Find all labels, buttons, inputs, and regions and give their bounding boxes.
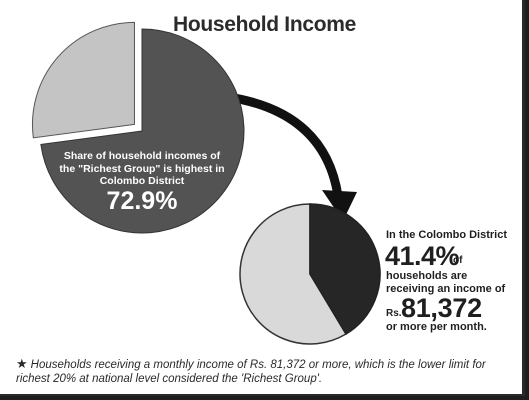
pie2-value-suffix: of (453, 255, 463, 266)
pie2-caption-line4: or more per month. (386, 321, 487, 333)
connector-arrow-head (322, 190, 357, 221)
pie1-slice-richest (40, 28, 245, 234)
pie2-caption-line3: receiving an income of (386, 283, 506, 295)
pie2-currency: Rs. (386, 308, 402, 319)
pie1-slice-others (32, 21, 135, 139)
pie2-amount: 81,372 (401, 293, 482, 323)
footnote: ★ Households receiving a monthly income o… (16, 357, 511, 386)
pie2-caption-line2: households are (386, 270, 468, 282)
pie1-caption: Share of household incomes of the "Riche… (59, 150, 225, 187)
pie2-caption-line1: In the Colombo District (386, 229, 507, 241)
pie1-value-label: 72.9% (106, 187, 178, 215)
connector-arrow-shaft (227, 92, 343, 197)
footnote-text: Households receiving a monthly income of… (16, 359, 486, 385)
pie2-value-label: 41.4% (385, 241, 460, 271)
pie2-slice-others (239, 203, 348, 345)
pie2-slice-highlight (309, 203, 381, 336)
star-icon: ★ (16, 356, 28, 371)
page-title: Household Income (172, 13, 357, 36)
